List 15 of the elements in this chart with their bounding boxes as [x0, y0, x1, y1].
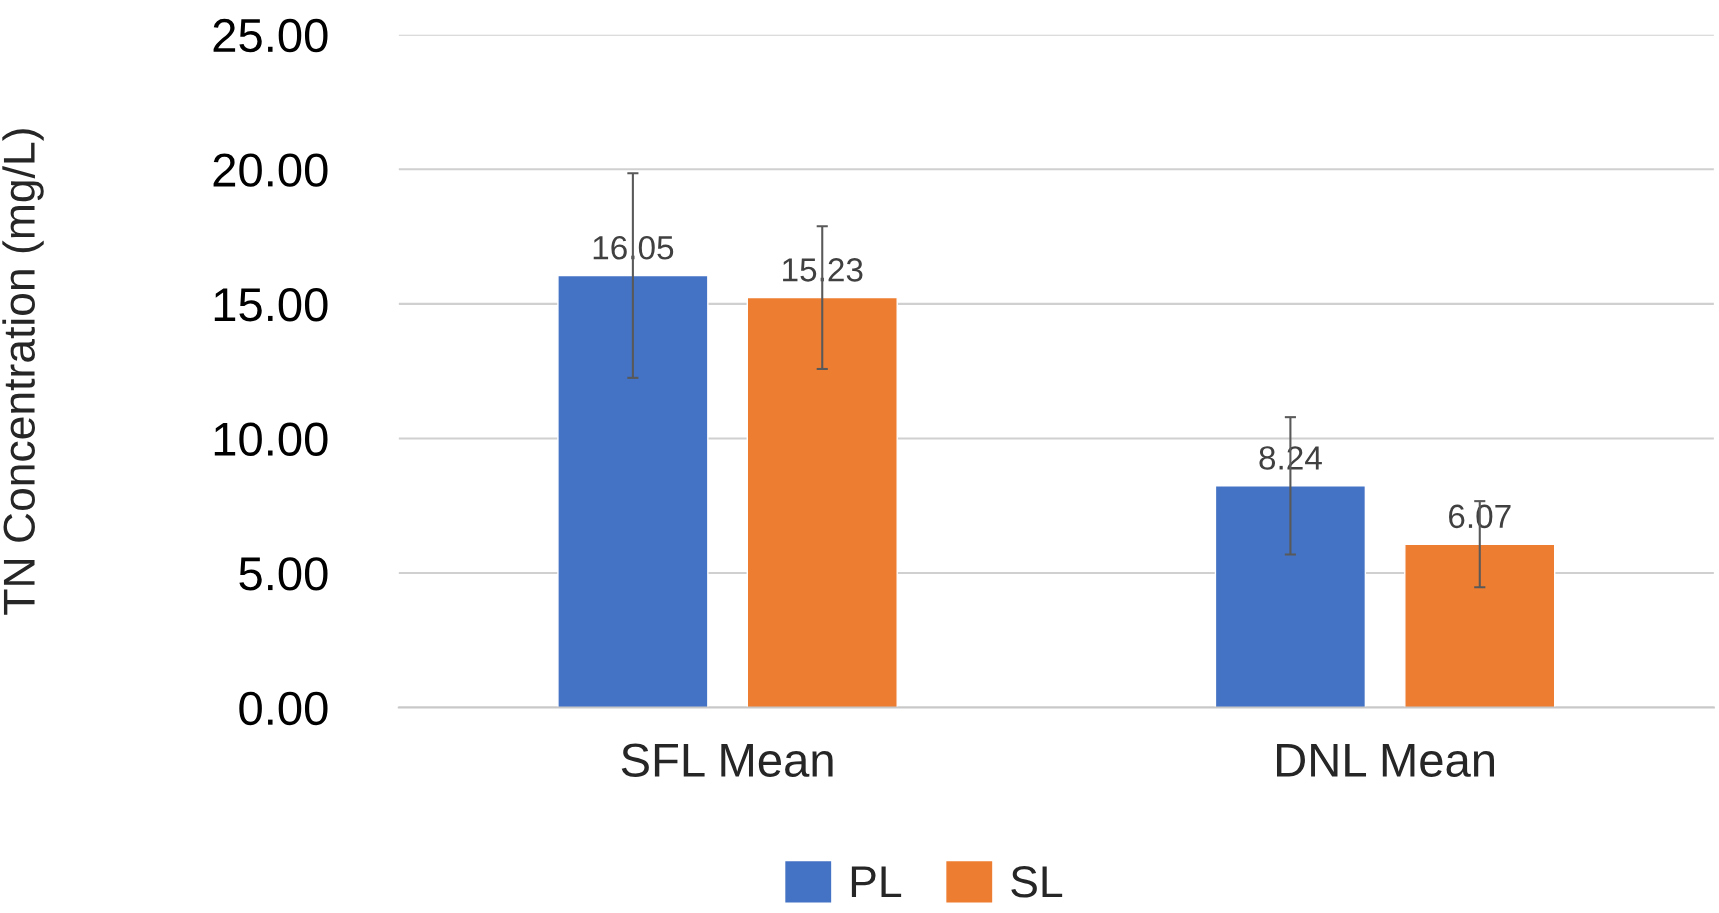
bar	[1214, 485, 1367, 708]
y-axis-title: TN Concentration (mg/L)	[2, 129, 44, 615]
bar	[1404, 543, 1556, 708]
y-tick-label: 5.00	[239, 557, 328, 591]
bar	[746, 296, 898, 708]
legend-label: SL	[1011, 866, 1063, 898]
y-tick-label: 25.00	[213, 18, 328, 53]
y-tick-label: 10.00	[214, 422, 328, 456]
x-tick-label: SFL Mean	[621, 743, 833, 777]
x-tick-label: DNL Mean	[1276, 744, 1494, 777]
bar	[557, 274, 709, 708]
legend-label: PL	[851, 866, 902, 898]
y-tick-label: 15.00	[214, 287, 328, 322]
y-tick-label: 0.00	[239, 691, 328, 726]
y-tick-label: 20.00	[213, 153, 328, 187]
